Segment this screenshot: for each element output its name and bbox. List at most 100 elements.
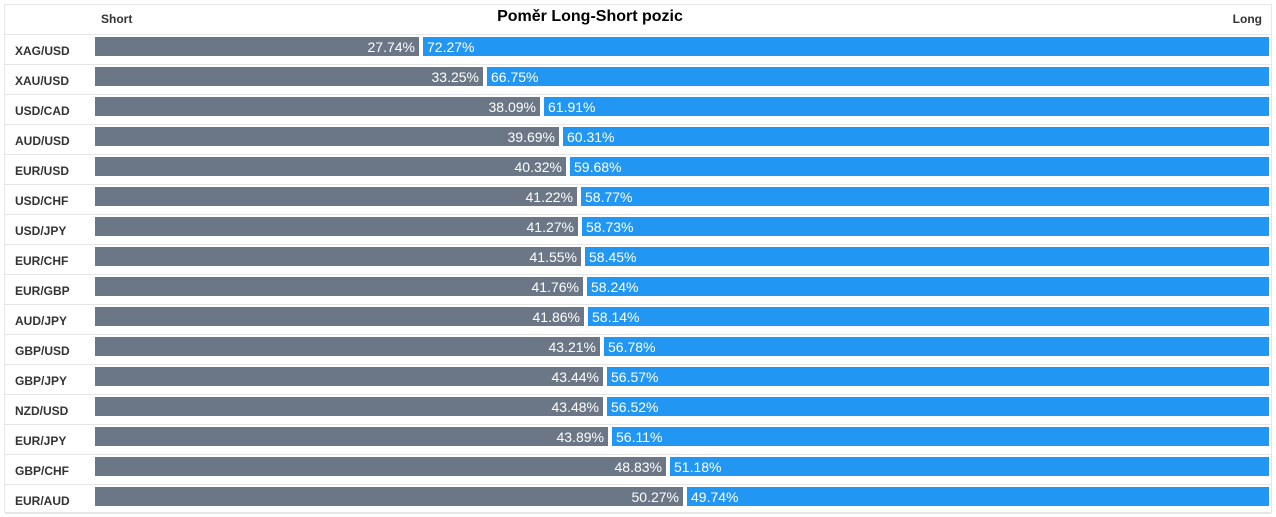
short-value-label: 43.89%	[556, 429, 604, 445]
pair-label: EUR/GBP	[15, 284, 70, 298]
bar-row: GBP/USD 43.21% 56.78%	[5, 334, 1271, 364]
bar-rows: XAG/USD 27.74% 72.27% XAU/USD 33.25% 66.75% US…	[5, 34, 1271, 514]
bar-row: GBP/CHF 48.83% 51.18%	[5, 454, 1271, 484]
short-bar: 43.48%	[95, 397, 603, 416]
long-value-label: 58.77%	[585, 189, 633, 205]
bar-row: AUD/JPY 41.86% 58.14%	[5, 304, 1271, 334]
short-bar: 39.69%	[95, 127, 559, 146]
short-value-label: 40.32%	[514, 159, 562, 175]
pair-label: AUD/JPY	[15, 314, 68, 328]
chart-header: Short Poměr Long-Short pozic Long	[0, 0, 1276, 34]
long-bar: 49.74%	[687, 487, 1269, 506]
long-value-label: 61.91%	[548, 99, 596, 115]
short-value-label: 48.83%	[614, 459, 662, 475]
short-bar: 40.32%	[95, 157, 566, 176]
pair-label: GBP/CHF	[15, 464, 69, 478]
short-value-label: 43.44%	[551, 369, 599, 385]
short-bar: 27.74%	[95, 37, 419, 56]
long-bar: 56.57%	[607, 367, 1269, 386]
short-value-label: 41.76%	[531, 279, 579, 295]
long-value-label: 49.74%	[691, 489, 739, 505]
long-value-label: 58.73%	[586, 219, 634, 235]
short-value-label: 27.74%	[367, 39, 415, 55]
long-value-label: 56.11%	[616, 429, 663, 445]
long-bar: 61.91%	[544, 97, 1269, 116]
short-bar: 41.55%	[95, 247, 581, 266]
long-value-label: 56.78%	[608, 339, 656, 355]
long-bar: 58.45%	[585, 247, 1269, 266]
bar-row: XAU/USD 33.25% 66.75%	[5, 64, 1271, 94]
pair-label: USD/JPY	[15, 224, 67, 238]
long-value-label: 58.45%	[589, 249, 637, 265]
long-value-label: 58.24%	[591, 279, 639, 295]
pair-label: GBP/JPY	[15, 374, 68, 388]
short-value-label: 50.27%	[631, 489, 679, 505]
short-bar: 43.89%	[95, 427, 608, 446]
long-value-label: 56.52%	[611, 399, 659, 415]
bar-row: USD/JPY 41.27% 58.73%	[5, 214, 1271, 244]
short-value-label: 41.22%	[525, 189, 573, 205]
bar-row: EUR/USD 40.32% 59.68%	[5, 154, 1271, 184]
long-bar: 60.31%	[563, 127, 1269, 146]
long-value-label: 51.18%	[674, 459, 722, 475]
pair-label: USD/CHF	[15, 194, 69, 208]
long-bar: 56.52%	[607, 397, 1269, 416]
bar-row: AUD/USD 39.69% 60.31%	[5, 124, 1271, 154]
bar-row: GBP/JPY 43.44% 56.57%	[5, 364, 1271, 394]
pair-label: EUR/JPY	[15, 434, 67, 448]
long-bar: 58.77%	[581, 187, 1269, 206]
short-bar: 41.22%	[95, 187, 577, 206]
short-value-label: 33.25%	[431, 69, 479, 85]
long-value-label: 59.68%	[574, 159, 622, 175]
long-value-label: 60.31%	[567, 129, 615, 145]
short-bar: 41.76%	[95, 277, 583, 296]
long-bar: 51.18%	[670, 457, 1269, 476]
short-value-label: 39.69%	[507, 129, 555, 145]
bar-row: USD/CHF 41.22% 58.77%	[5, 184, 1271, 214]
long-bar: 58.73%	[582, 217, 1269, 236]
short-value-label: 41.55%	[529, 249, 577, 265]
long-value-label: 58.14%	[592, 309, 640, 325]
short-bar: 43.21%	[95, 337, 600, 356]
short-value-label: 41.27%	[526, 219, 574, 235]
pair-label: NZD/USD	[15, 404, 69, 418]
chart-title: Poměr Long-Short pozic	[497, 8, 683, 25]
long-value-label: 56.57%	[611, 369, 659, 385]
short-legend-label: Short	[101, 12, 133, 26]
bar-row: XAG/USD 27.74% 72.27%	[5, 34, 1271, 64]
long-bar: 56.11%	[612, 427, 1269, 446]
pair-label: AUD/USD	[15, 134, 70, 148]
short-bar: 48.83%	[95, 457, 666, 476]
bar-row: EUR/CHF 41.55% 58.45%	[5, 244, 1271, 274]
short-bar: 43.44%	[95, 367, 603, 386]
short-value-label: 43.48%	[551, 399, 599, 415]
pair-label: EUR/CHF	[15, 254, 69, 268]
long-legend-label: Long	[1232, 12, 1262, 26]
bar-row: EUR/GBP 41.76% 58.24%	[5, 274, 1271, 304]
short-bar: 41.27%	[95, 217, 578, 236]
long-bar: 56.78%	[604, 337, 1269, 356]
pair-label: XAU/USD	[15, 74, 70, 88]
chart-frame	[4, 4, 1272, 513]
bar-row: USD/CAD 38.09% 61.91%	[5, 94, 1271, 124]
pair-label: EUR/USD	[15, 164, 70, 178]
pair-label: USD/CAD	[15, 104, 70, 118]
bar-row: EUR/AUD 50.27% 49.74%	[5, 484, 1271, 514]
long-value-label: 66.75%	[491, 69, 539, 85]
pair-label: EUR/AUD	[15, 494, 70, 508]
bar-row: NZD/USD 43.48% 56.52%	[5, 394, 1271, 424]
short-bar: 33.25%	[95, 67, 483, 86]
short-value-label: 43.21%	[548, 339, 596, 355]
long-bar: 66.75%	[487, 67, 1269, 86]
pair-label: XAG/USD	[15, 44, 70, 58]
bar-row: EUR/JPY 43.89% 56.11%	[5, 424, 1271, 454]
short-bar: 50.27%	[95, 487, 683, 506]
short-bar: 41.86%	[95, 307, 584, 326]
long-bar: 59.68%	[570, 157, 1269, 176]
pair-label: GBP/USD	[15, 344, 70, 358]
long-value-label: 72.27%	[427, 39, 475, 55]
long-bar: 58.14%	[588, 307, 1269, 326]
long-bar: 72.27%	[423, 37, 1269, 56]
short-value-label: 38.09%	[488, 99, 536, 115]
long-bar: 58.24%	[587, 277, 1269, 296]
